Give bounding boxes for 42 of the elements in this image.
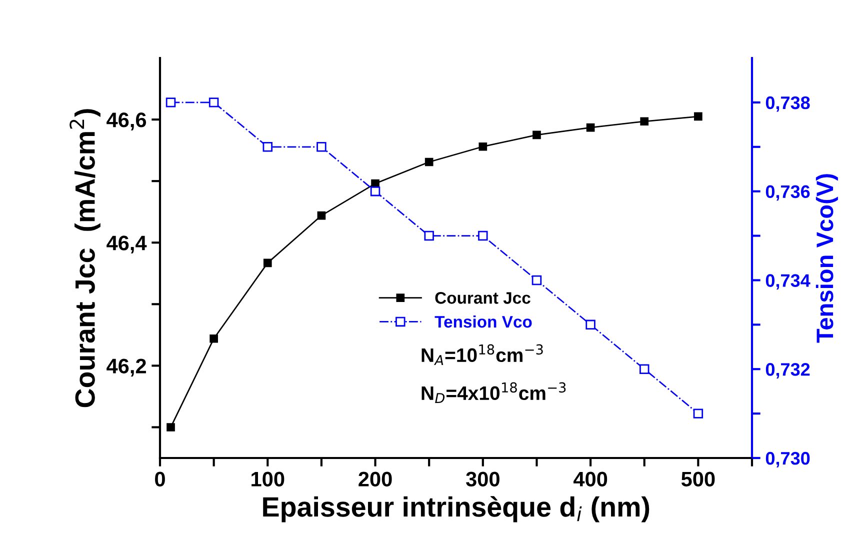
y-tick-label: 46,6 [106,112,146,130]
x-tick-label: 400 [573,472,608,486]
y-tick-label: 46,4 [106,236,147,254]
point [262,142,272,152]
point [640,117,649,126]
point [316,142,326,152]
point [532,275,542,286]
point [478,142,488,151]
legend-label: Tension Vco [434,315,532,328]
point [210,334,218,343]
y-axis-title: Courant Jcc (mA/cm$^{2}$) [70,109,100,408]
x-tick-label: 300 [466,472,500,487]
annotation: N$_{A}$=10$^{18}$cm$^{−3}$ [422,344,543,366]
point [424,230,434,241]
y2-tick-label: 0,736 [766,185,810,201]
x-tick-label: 200 [358,472,392,486]
point [370,186,380,196]
point [693,408,704,418]
point [532,130,541,140]
point [586,123,595,132]
point [424,158,434,166]
y2-tick-label: 0,734 [766,274,810,290]
x-axis-title: Epaisseur intrinsèque d$_{i}$ (nm) [263,496,650,522]
x-tick-label: 100 [252,472,284,486]
x-tick-label: 500 [681,472,715,486]
point [478,230,488,241]
y-tick-label: 46,2 [106,358,146,376]
y2-tick-label: 0,732 [766,363,810,378]
x-tick-label: 0 [155,472,165,486]
y2-tick-label: 0,738 [766,96,810,112]
point [208,98,219,108]
y2-axis-title: Tension Vco(V) [816,174,838,343]
legend-label: Courant Jcc [435,292,530,304]
point [694,112,702,121]
point [166,423,175,432]
point [263,258,272,268]
point [640,364,650,374]
point [586,320,596,330]
point [166,98,176,108]
y2-tick-label: 0,730 [766,452,810,468]
annotation: N$_{D}$=4x10$^{18}$cm$^{−3}$ [422,382,566,404]
point [317,211,326,220]
